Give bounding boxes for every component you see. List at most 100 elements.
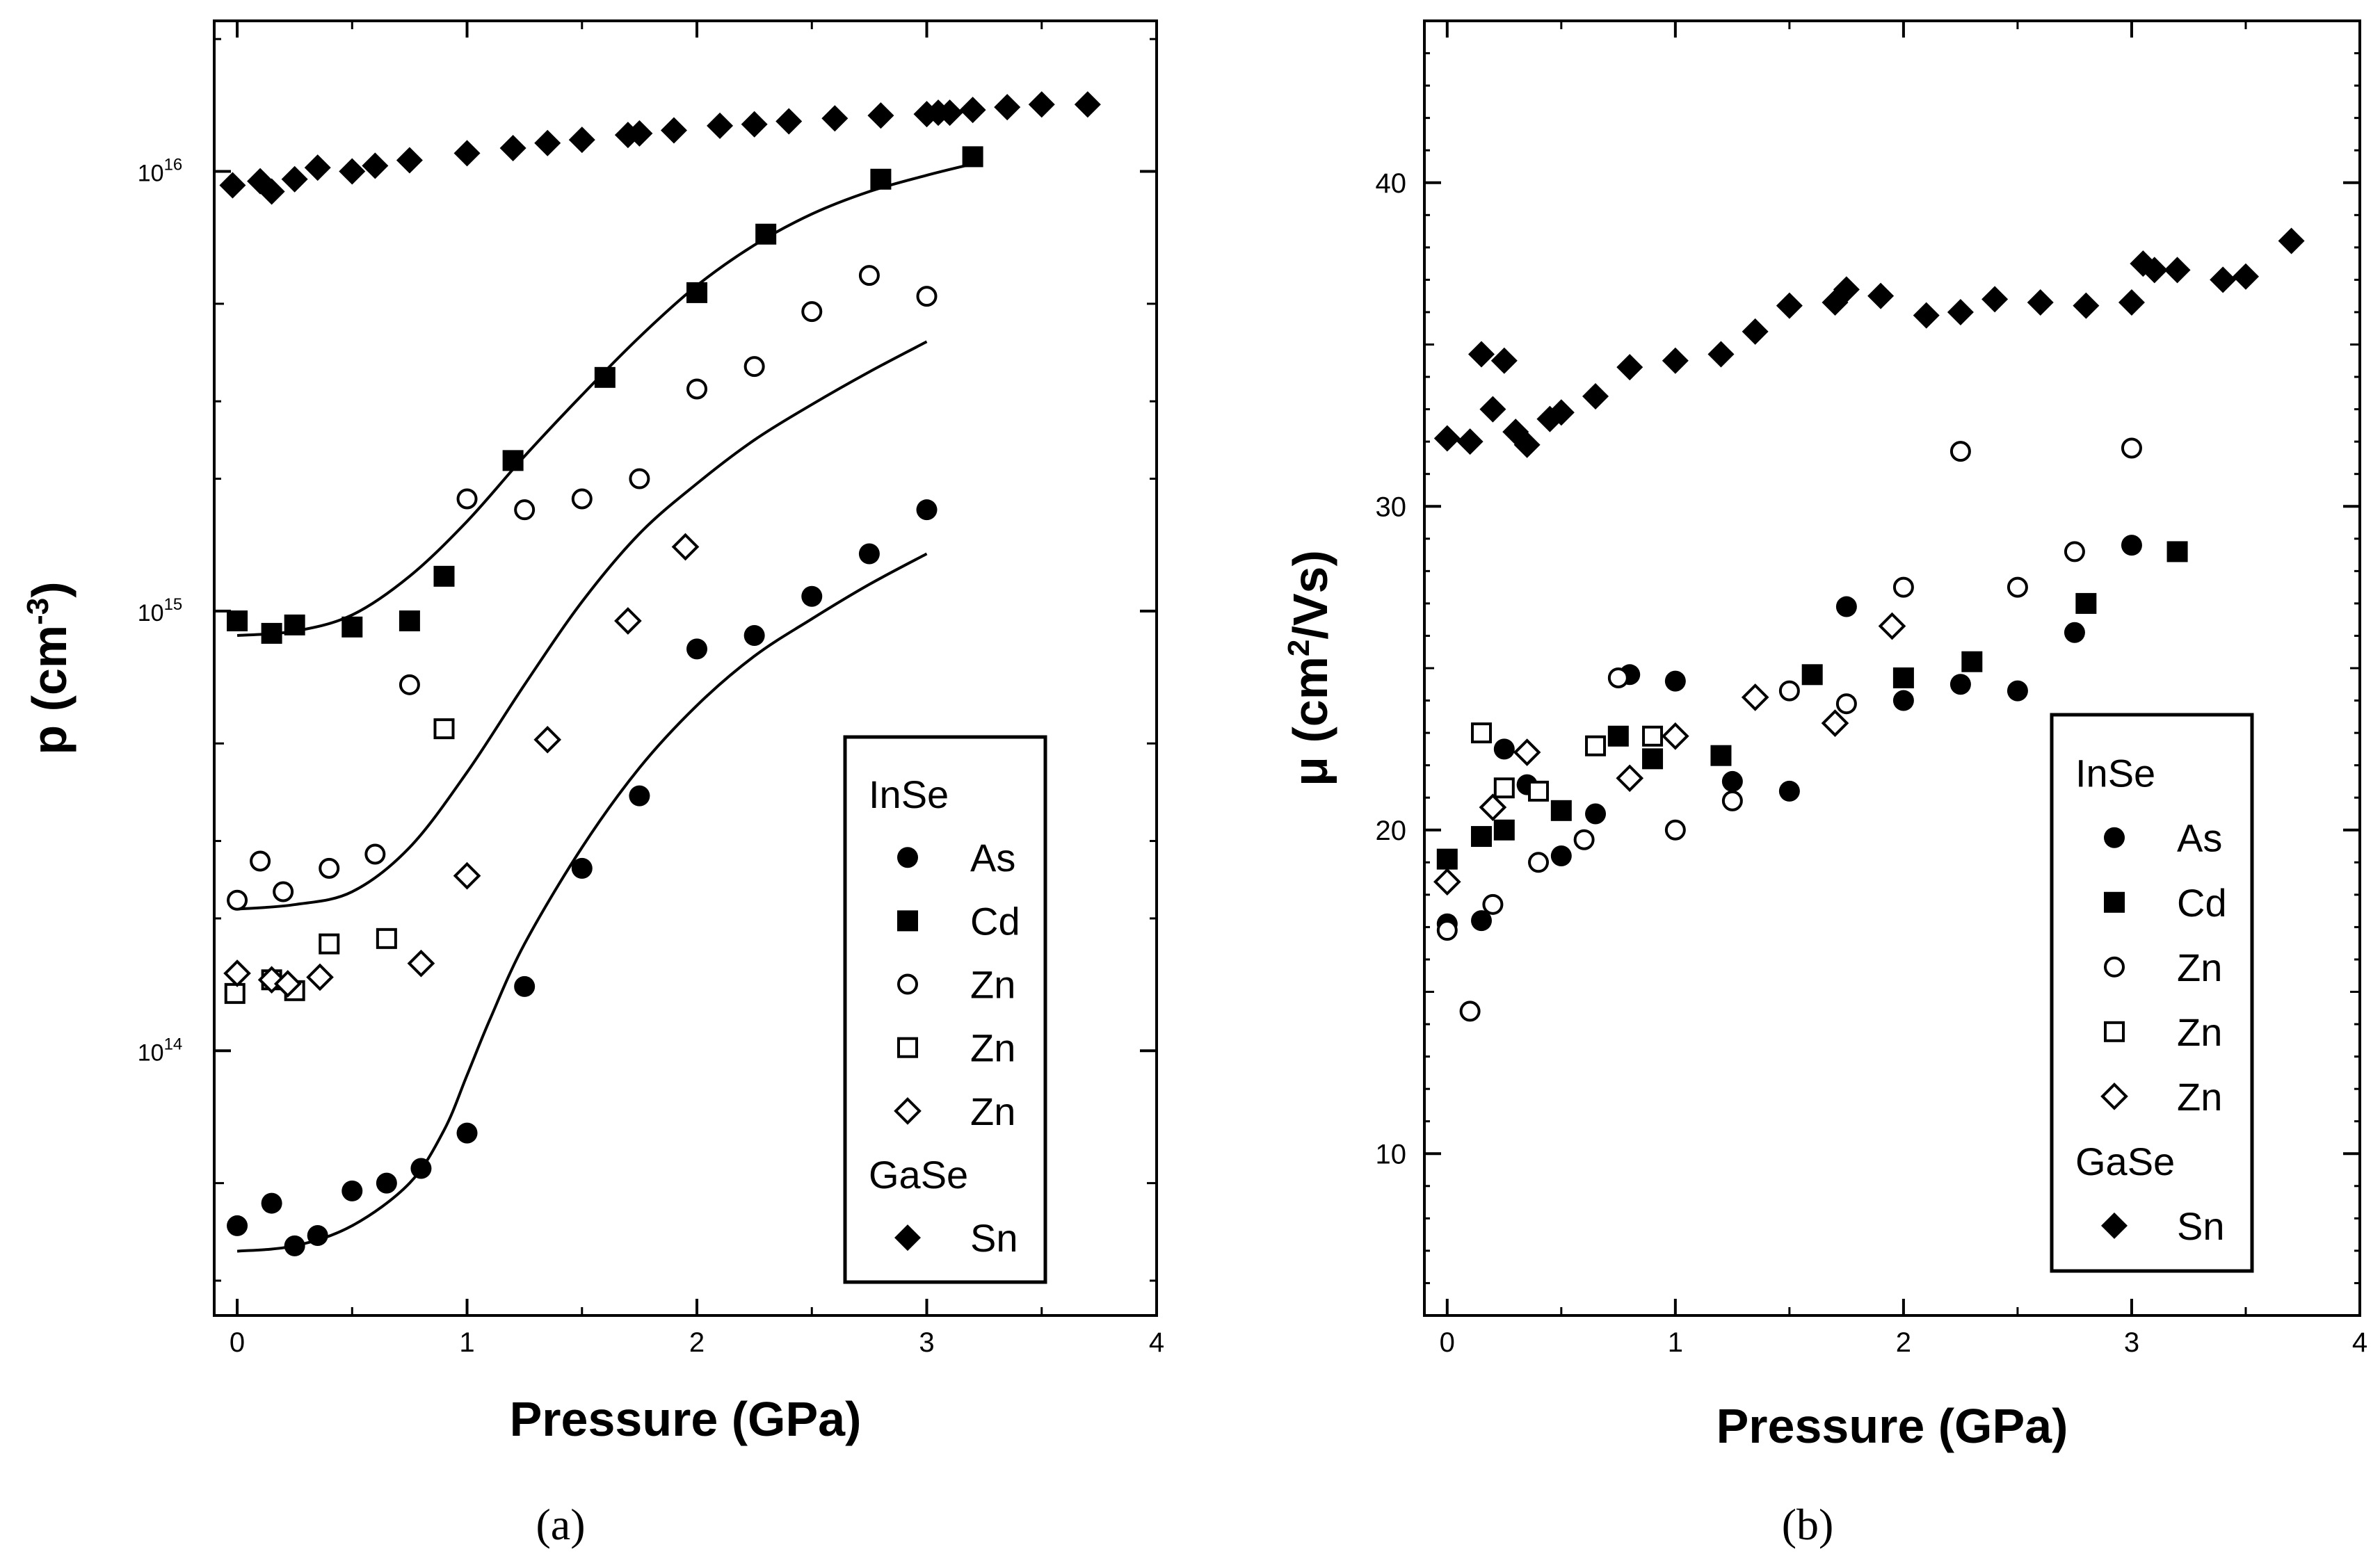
data-point	[407, 949, 435, 978]
data-point	[2121, 437, 2142, 459]
data-point	[227, 1215, 248, 1236]
data-point	[1493, 777, 1515, 799]
data-point	[219, 172, 246, 199]
data-point	[1471, 826, 1493, 848]
data-point	[1528, 852, 1550, 873]
legend-marker	[897, 1037, 918, 1058]
legend-header: InSe	[869, 772, 949, 816]
legend-marker	[2104, 891, 2125, 913]
data-point	[284, 1235, 305, 1256]
data-point	[821, 105, 849, 132]
data-point	[1833, 276, 1860, 303]
data-point	[916, 286, 938, 307]
data-point	[223, 959, 251, 987]
data-point	[1949, 674, 1971, 695]
fit-line	[236, 552, 928, 1253]
data-point	[801, 301, 823, 323]
data-point	[1616, 764, 1644, 793]
y-tick-label: 1014	[138, 1035, 183, 1066]
data-point	[1892, 690, 1914, 711]
data-point	[362, 152, 389, 179]
data-point	[2073, 292, 2100, 319]
data-point	[227, 889, 248, 911]
data-point	[1949, 441, 1971, 462]
y-tick-label: 1015	[138, 595, 183, 626]
legend-box	[2050, 713, 2254, 1273]
data-point	[1493, 738, 1515, 760]
data-point	[2007, 576, 2028, 598]
data-point	[502, 450, 524, 471]
data-point	[364, 843, 386, 865]
data-point	[1616, 354, 1643, 381]
data-point	[1513, 431, 1541, 458]
panel-b-caption: (b)	[1782, 1500, 1834, 1549]
data-point	[1981, 286, 2009, 313]
data-point	[571, 857, 593, 879]
data-point	[916, 499, 938, 521]
plot-frame	[213, 19, 1158, 1317]
legend-header: GaSe	[2075, 1140, 2175, 1183]
y-tick-label: 20	[1376, 816, 1407, 846]
data-point	[1664, 819, 1686, 841]
legend-label: Zn	[2177, 1010, 2222, 1054]
data-point	[936, 99, 963, 127]
data-point	[858, 543, 880, 565]
data-point	[1028, 91, 1055, 118]
legend-label: Sn	[2177, 1204, 2225, 1248]
data-point	[1821, 709, 1849, 737]
data-point	[1778, 780, 1800, 802]
data-point	[281, 165, 308, 193]
data-point	[319, 933, 340, 955]
data-point	[2232, 263, 2259, 290]
data-point	[2027, 289, 2054, 316]
x-tick-label: 3	[2124, 1327, 2139, 1358]
x-tick-label: 1	[459, 1327, 474, 1358]
data-point	[629, 785, 650, 807]
data-point	[1074, 91, 1101, 118]
x-tick-label: 2	[689, 1327, 705, 1358]
data-point	[227, 610, 248, 631]
data-point	[686, 282, 708, 303]
data-point	[453, 140, 481, 167]
x-axis-label: Pressure (GPa)	[1716, 1399, 2068, 1453]
data-point	[339, 158, 366, 185]
data-point	[1721, 790, 1743, 811]
data-point	[1778, 680, 1800, 702]
data-point	[743, 625, 765, 647]
data-point	[499, 134, 526, 161]
data-point	[1456, 428, 1484, 455]
data-point	[307, 1225, 328, 1247]
data-point	[1892, 576, 1914, 598]
legend-label: Zn	[2177, 1075, 2222, 1119]
fit-line	[236, 340, 928, 911]
y-tick-label: 1016	[138, 156, 183, 187]
y-axis-label: p (cm-3)	[21, 581, 77, 754]
data-point	[2064, 541, 2085, 562]
data-point	[1801, 664, 1823, 686]
data-point	[1607, 725, 1629, 747]
data-point	[571, 488, 593, 510]
data-point	[273, 881, 294, 902]
data-point	[1664, 670, 1686, 692]
legend-marker	[2104, 827, 2125, 848]
data-point	[1721, 770, 1743, 792]
data-point	[2121, 535, 2142, 556]
data-point	[629, 468, 650, 489]
data-point	[1947, 298, 1974, 325]
data-point	[1433, 425, 1461, 452]
data-point	[594, 366, 616, 388]
legend-marker	[2104, 956, 2125, 978]
legend-header: InSe	[2075, 752, 2155, 795]
y-axis-label: μ (cm2/Vs)	[1282, 550, 1337, 786]
data-point	[741, 111, 768, 138]
legend-marker	[894, 1224, 921, 1252]
x-tick-label: 1	[1668, 1327, 1683, 1358]
data-point	[755, 223, 777, 245]
data-point	[959, 97, 986, 124]
data-point	[2164, 257, 2191, 284]
data-point	[1573, 829, 1595, 850]
data-point	[867, 102, 894, 129]
data-point	[1479, 396, 1506, 423]
data-point	[1607, 667, 1629, 688]
